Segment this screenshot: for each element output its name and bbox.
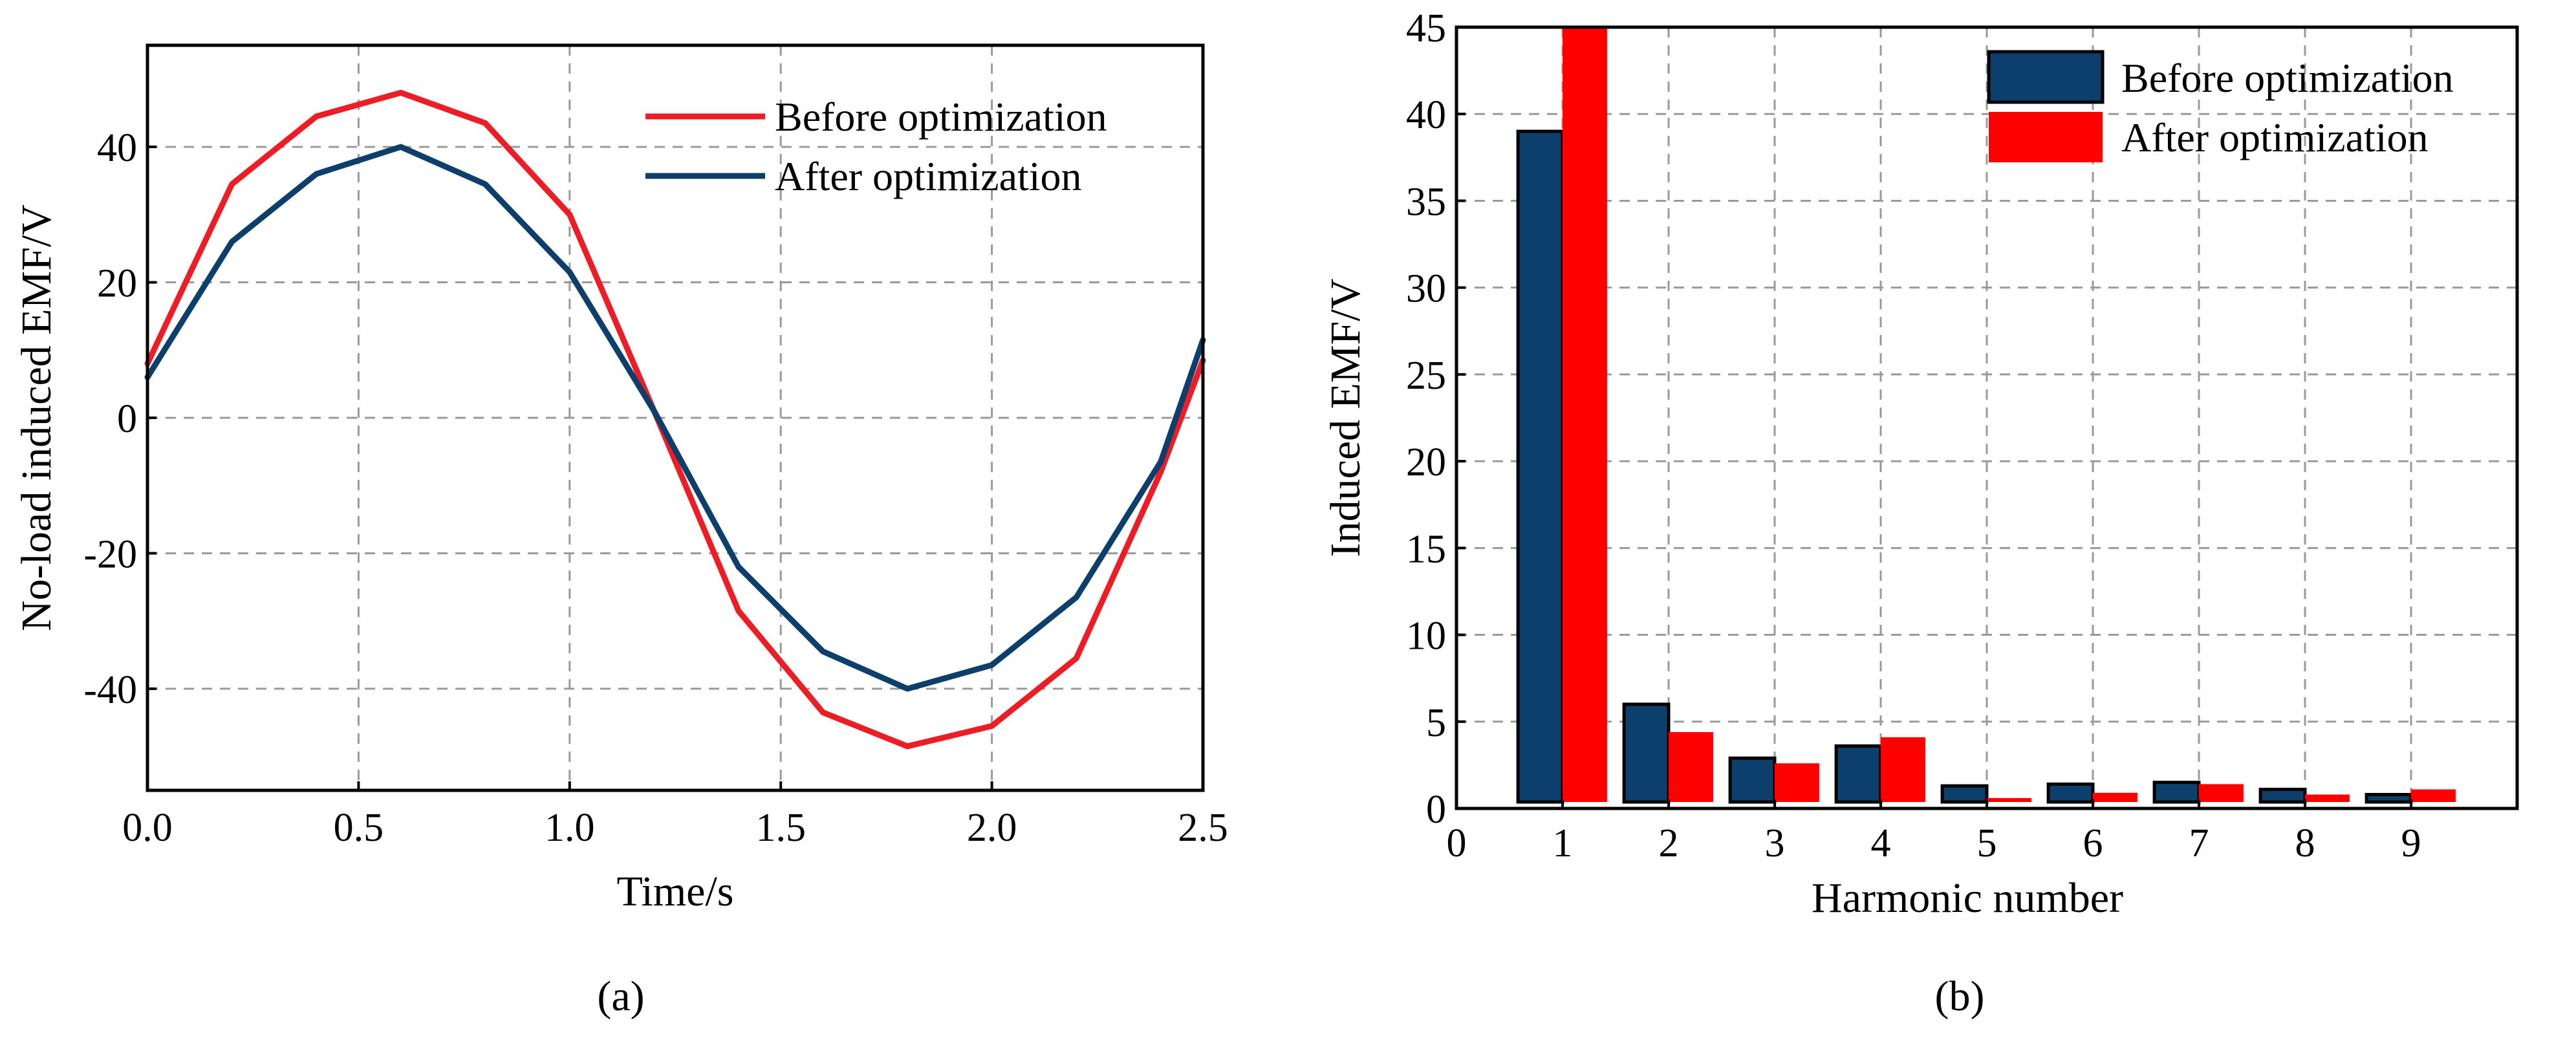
panel-a-x-tick-label: 2.0: [967, 806, 1017, 850]
panel-a-y-tick-label: 40: [97, 126, 137, 170]
panel-a-x-tick-label: 0.0: [122, 806, 173, 850]
panel-b-x-tick-label: 1: [1553, 821, 1573, 865]
panel-b-bar-before-h2: [1622, 702, 1671, 804]
panel-b-y-tick-label: 40: [1406, 93, 1446, 137]
panel-b-x-tick-label: 5: [1977, 821, 1997, 865]
panel-b-legend-swatch-after: [1989, 112, 2103, 162]
panel-b-x-tick-label: 0: [1447, 821, 1467, 865]
panel-b-x-tick-label: 6: [2083, 821, 2103, 865]
panel-a-y-tick-label: 20: [97, 262, 137, 306]
panel-b-y-tick-label: 10: [1406, 614, 1446, 658]
panel-b-bar-before-h7: [2152, 781, 2201, 804]
panel-b-bars: [1516, 27, 2456, 804]
panel-b-bar-after-h9: [2411, 789, 2456, 802]
panel-a-x-tick-label: 1.5: [755, 806, 806, 850]
panel-a-x-tick-label: 0.5: [334, 806, 384, 850]
panel-a-y-tick-label: 0: [117, 397, 137, 441]
panel-a-legend-label-after: After optimization: [775, 153, 1082, 199]
panel-b-x-tick-label: 8: [2295, 821, 2315, 865]
panel-b-y-tick-label: 35: [1406, 180, 1446, 224]
panel-b-legend: Before optimization After optimization: [1987, 50, 2454, 162]
panel-b-caption: (b): [1935, 973, 1985, 1020]
panel-a-caption: (a): [597, 973, 644, 1020]
panel-b-bar-before-h8: [2258, 788, 2307, 804]
panel-b-bar-after-h2: [1669, 731, 1713, 802]
panel-a-x-tick-label: 2.5: [1178, 806, 1228, 850]
panel-b-y-tick-label: 0: [1426, 788, 1446, 832]
panel-b-bar-before-h3: [1728, 756, 1777, 804]
panel-b-y-tick-label: 30: [1406, 267, 1446, 311]
panel-b-x-tick-label: 3: [1765, 821, 1785, 865]
panel-b-legend-label-before: Before optimization: [2121, 55, 2454, 101]
panel-a-y-tick-label: -40: [83, 668, 137, 712]
panel-b-y-tick-label: 20: [1406, 440, 1446, 484]
panel-b-x-tick-label: 4: [1871, 821, 1891, 865]
panel-b-x-axis-title: Harmonic number: [1812, 874, 2123, 922]
panel-b-legend-swatch-before: [1987, 50, 2105, 104]
panel-a-series-after-line: [144, 144, 1206, 692]
panel-b-legend-label-after: After optimization: [2121, 114, 2429, 160]
panel-a-series-lines: [144, 89, 1206, 750]
panel-b-bar-after-h4: [1881, 737, 1925, 802]
panel-b-bar-before-h4: [1834, 744, 1883, 804]
panel-b-bar-after-h1: [1563, 27, 1607, 802]
panel-b-y-tick-label: 25: [1406, 354, 1446, 398]
panel-a-legend: Before optimization After optimization: [645, 94, 1107, 199]
panel-a-x-axis-title: Time/s: [617, 868, 734, 915]
panel-b-bar-before-h5: [1940, 784, 1989, 804]
panel-b-x-tick-label: 9: [2401, 821, 2421, 865]
panel-b-bar-after-h7: [2199, 784, 2244, 802]
panel-b-y-tick-label: 15: [1406, 527, 1446, 571]
panel-b-x-tick-label: 2: [1659, 821, 1679, 865]
panel-b-y-axis-title: Induced EMF/V: [1322, 279, 1369, 558]
panel-a-line-chart: 0.0 0.5 1.0 1.5 2.0 2.5 40 20 0 -20 -40 Time/s No-…: [13, 43, 1228, 1020]
panel-a-ticks: 0.0 0.5 1.0 1.5 2.0 2.5 40 20 0 -20 -40: [83, 126, 1228, 850]
panel-b-y-tick-label: 45: [1406, 6, 1446, 50]
panel-b-bar-after-h3: [1775, 763, 1819, 802]
panel-b-bar-after-h6: [2093, 792, 2138, 802]
panel-a-legend-label-before: Before optimization: [775, 94, 1107, 140]
panel-a-x-tick-label: 1.0: [545, 806, 595, 850]
panel-b-bar-after-h5: [1987, 797, 2031, 802]
panel-b-bar-before-h9: [2365, 793, 2413, 804]
panel-a-y-axis-title: No-load induced EMF/V: [13, 204, 60, 631]
panel-b-bar-before-h6: [2046, 782, 2095, 804]
panel-a-y-tick-label: -20: [83, 532, 137, 576]
panel-b-bar-after-h8: [2305, 794, 2350, 802]
panel-b-y-tick-label: 5: [1426, 701, 1446, 745]
panel-a-series-before-line: [144, 89, 1206, 750]
panel-b-x-tick-label: 7: [2189, 821, 2209, 865]
panel-b-bar-before-h1: [1516, 129, 1564, 804]
